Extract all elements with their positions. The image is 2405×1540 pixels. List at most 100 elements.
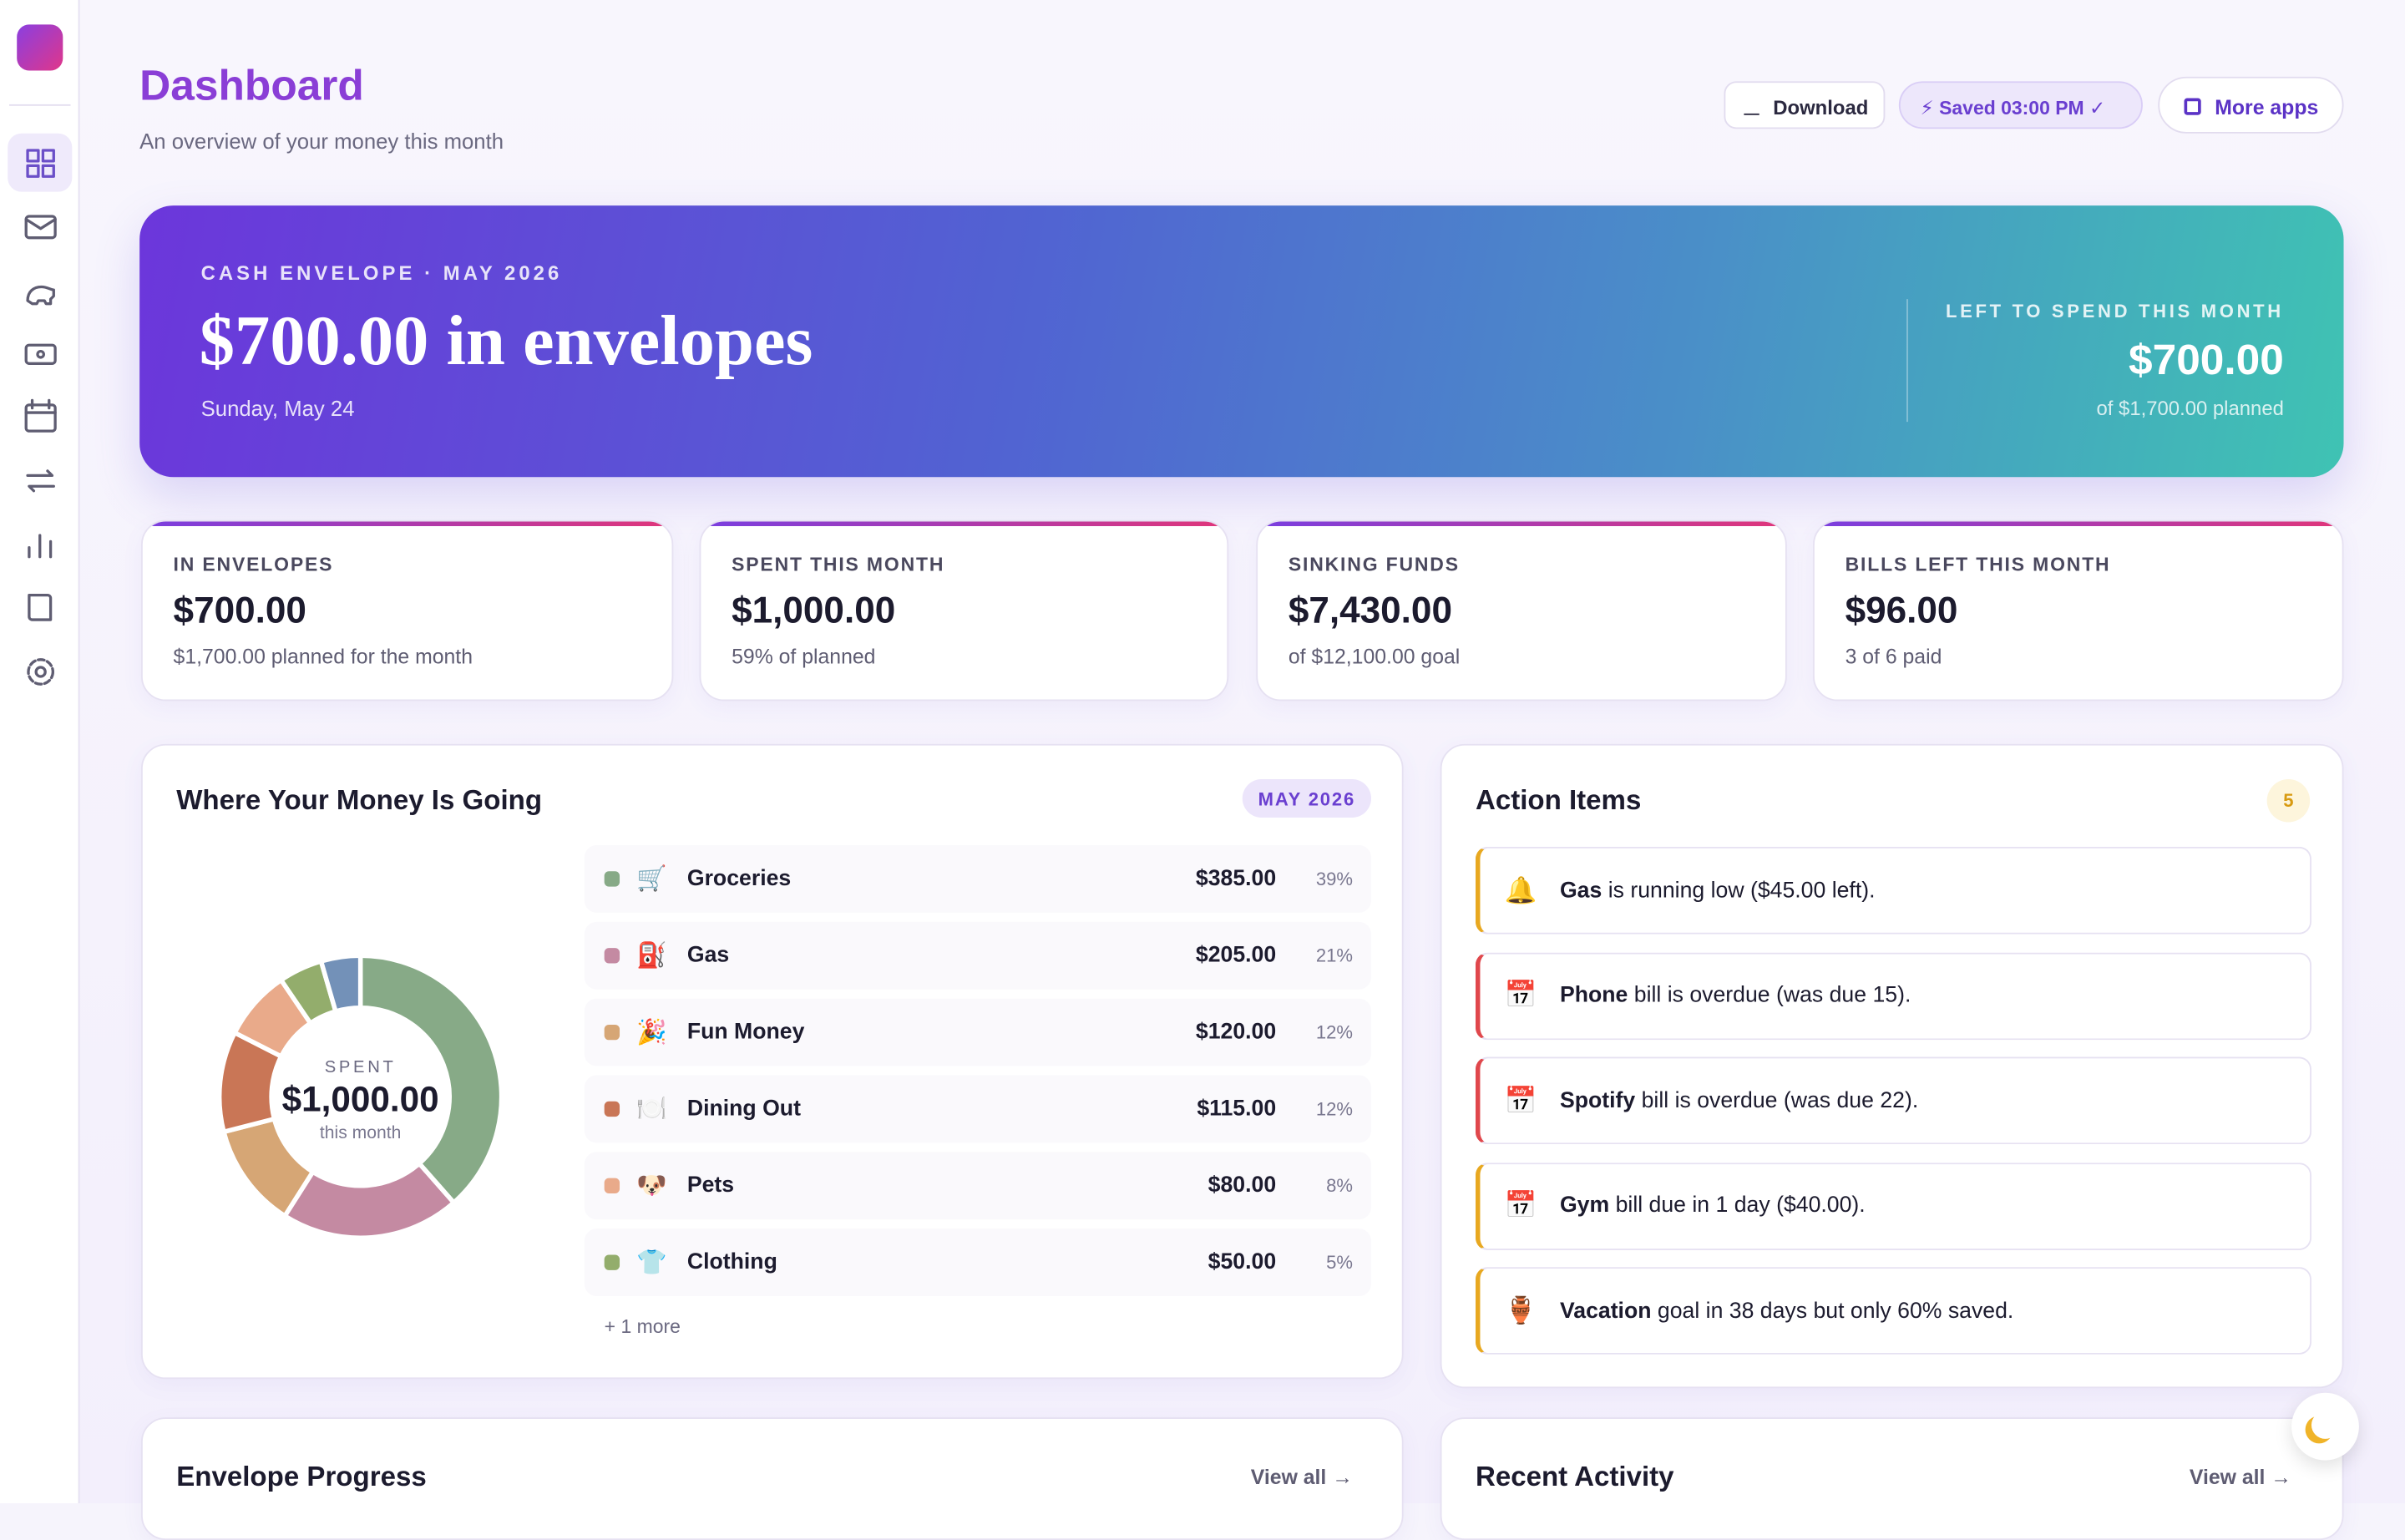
hero-date: Sunday, May 24 <box>200 395 355 421</box>
action-subject: Vacation <box>1559 1299 1652 1324</box>
action-detail: goal in 38 days but only 60% saved. <box>1657 1299 2014 1324</box>
stat-accent <box>701 521 1228 527</box>
stat-accent <box>1814 521 2342 527</box>
spending-row: 👕 Clothing $50.00 5% <box>584 1228 1372 1297</box>
spending-row: ⛽ Gas $205.00 21% <box>584 921 1372 990</box>
legend-dot <box>604 948 620 964</box>
nav-active[interactable] <box>8 133 73 192</box>
stat-value: $700.00 <box>173 590 306 632</box>
action-icon: 📅 <box>1504 1085 1537 1115</box>
hero-side-label: LEFT TO SPEND THIS MONTH <box>1945 301 2284 322</box>
category-icon: 🐶 <box>636 1173 667 1200</box>
category-amount: $50.00 <box>1208 1249 1277 1275</box>
moon-icon <box>2311 1411 2339 1439</box>
more-apps-button[interactable]: More apps <box>2158 76 2344 134</box>
donut-chart <box>216 953 504 1240</box>
stat-label: IN ENVELOPES <box>173 554 334 575</box>
category-name: Fun Money <box>686 1020 805 1045</box>
action-text: Gas is running low ($45.00 left). <box>1560 879 1876 903</box>
category-amount: $385.00 <box>1195 866 1277 892</box>
stat-value: $1,000.00 <box>732 590 896 632</box>
action-item[interactable]: 📅 Gym bill due in 1 day ($40.00). <box>1475 1162 2311 1250</box>
page-title: Dashboard <box>139 61 364 109</box>
category-share: 12% <box>1315 1021 1354 1043</box>
stat-note: 3 of 6 paid <box>1845 645 1942 668</box>
activity-link[interactable]: View all → <box>2189 1466 2292 1489</box>
action-icon: 🏺 <box>1504 1295 1537 1325</box>
category-amount: $80.00 <box>1208 1173 1277 1198</box>
category-icon: 🍽️ <box>636 1097 667 1123</box>
more-apps-label: More apps <box>2215 94 2319 119</box>
month-badge: MAY 2026 <box>1242 779 1372 818</box>
legend-dot <box>604 1101 620 1117</box>
download-button[interactable]: Download <box>1724 81 1886 129</box>
hero-side-note: of $1,700.00 planned <box>2096 396 2284 420</box>
donut-segment <box>281 1160 458 1240</box>
legend-dot <box>604 1024 620 1041</box>
action-text: Vacation goal in 38 days but only 60% sa… <box>1560 1299 2013 1324</box>
action-items-card: Action Items 5 🔔 Gas is running low ($45.00… <box>1440 743 2344 1389</box>
action-item[interactable]: 🏺 Vacation goal in 38 days but only 60% s… <box>1475 1267 2311 1355</box>
category-share: 12% <box>1315 1098 1354 1120</box>
download-icon <box>1744 97 1759 115</box>
stat-card: SINKING FUNDS $7,430.00 of $12,100.00 goal <box>1256 519 1787 702</box>
action-icon: 📅 <box>1504 980 1537 1010</box>
hero-side-value: $700.00 <box>2128 336 2284 384</box>
hero-headline: $700.00 in envelopes <box>199 301 813 380</box>
logo-divider <box>9 104 71 106</box>
category-amount: $205.00 <box>1195 943 1277 968</box>
logo[interactable] <box>17 24 63 71</box>
category-name: Groceries <box>686 866 792 892</box>
hero-divider <box>1906 299 1908 423</box>
action-text: Gym bill due in 1 day ($40.00). <box>1560 1194 1866 1218</box>
category-amount: $120.00 <box>1195 1020 1277 1045</box>
stat-card: IN ENVELOPES $700.00 $1,700.00 planned for… <box>140 519 674 702</box>
legend-dot <box>604 1178 620 1193</box>
sidebar <box>0 0 80 1504</box>
stat-label: BILLS LEFT THIS MONTH <box>1845 554 2111 575</box>
action-count-label: 5 <box>2283 789 2294 812</box>
action-item[interactable]: 🔔 Gas is running low ($45.00 left). <box>1475 846 2311 935</box>
spending-row: 🐶 Pets $80.00 8% <box>584 1152 1372 1220</box>
stat-value: $96.00 <box>1845 590 1958 632</box>
action-subject: Gas <box>1559 878 1602 903</box>
stat-card: SPENT THIS MONTH $1,000.00 59% of planned <box>699 519 1229 702</box>
action-text: Spotify bill is overdue (was due 22). <box>1560 1089 1918 1113</box>
progress-title: Envelope Progress <box>176 1461 427 1492</box>
spending-title: Where Your Money Is Going <box>176 784 543 816</box>
stat-value: $7,430.00 <box>1288 590 1452 632</box>
action-count: 5 <box>2266 779 2311 823</box>
spending-card: Where Your Money Is Going MAY 2026 SPENT $1… <box>140 743 1404 1380</box>
activity-title: Recent Activity <box>1475 1461 1674 1492</box>
legend-dot <box>604 871 620 887</box>
category-share: 5% <box>1326 1251 1354 1274</box>
action-detail: bill is overdue (was due 22). <box>1641 1088 1919 1113</box>
donut-center-label: SPENT <box>324 1058 397 1077</box>
spending-row: 🎉 Fun Money $120.00 12% <box>584 998 1372 1066</box>
download-label: Download <box>1773 94 1869 119</box>
saved-label: ⚡ Saved 03:00 PM ✓ <box>1920 96 2106 119</box>
progress-link[interactable]: View all → <box>1250 1466 1354 1489</box>
category-share: 8% <box>1326 1174 1354 1197</box>
action-subject: Phone <box>1559 983 1628 1008</box>
stat-label: SPENT THIS MONTH <box>732 554 945 575</box>
action-item[interactable]: 📅 Spotify bill is overdue (was due 22). <box>1475 1056 2311 1145</box>
stat-card: BILLS LEFT THIS MONTH $96.00 3 of 6 paid <box>1813 519 2344 702</box>
legend-dot <box>604 1254 620 1270</box>
hero-eyebrow: CASH ENVELOPE · MAY 2026 <box>200 261 563 285</box>
action-detail: is running low ($45.00 left). <box>1608 878 1876 903</box>
action-subject: Gym <box>1559 1193 1610 1218</box>
category-name: Gas <box>686 943 730 968</box>
saved-status: ⚡ Saved 03:00 PM ✓ <box>1898 81 2143 129</box>
stat-accent <box>1258 521 1785 527</box>
month-badge-label: MAY 2026 <box>1258 788 1356 809</box>
theme-toggle[interactable] <box>2291 1392 2359 1461</box>
action-item[interactable]: 📅 Phone bill is overdue (was due 15). <box>1475 951 2311 1040</box>
more-categories: + 1 more <box>604 1315 681 1338</box>
category-amount: $115.00 <box>1197 1097 1277 1122</box>
hero-banner: CASH ENVELOPE · MAY 2026 $700.00 in envel… <box>139 205 2344 478</box>
category-name: Clothing <box>686 1249 777 1275</box>
category-share: 39% <box>1315 868 1354 890</box>
